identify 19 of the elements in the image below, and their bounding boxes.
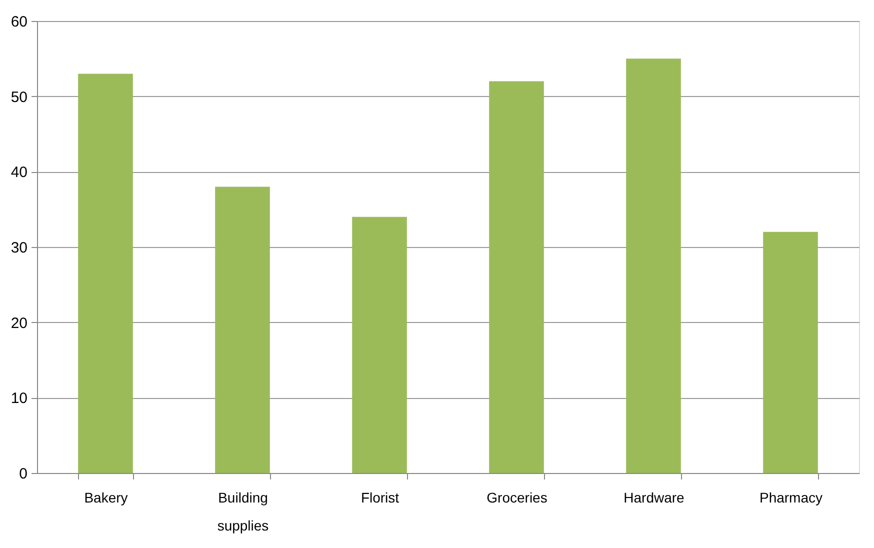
bar <box>489 81 544 473</box>
x-tick-label: Pharmacy <box>759 490 823 506</box>
x-tick-label: Groceries <box>486 490 548 506</box>
y-tick-label: 30 <box>10 240 28 256</box>
y-tick-label: 50 <box>10 88 28 106</box>
x-tick-label: Bakery <box>84 490 128 506</box>
y-tick-label: 20 <box>10 314 28 332</box>
x-tick-label: Hardware <box>624 490 685 506</box>
bar <box>215 186 270 473</box>
bar <box>78 74 133 473</box>
y-tick-label: 60 <box>10 14 28 30</box>
x-tick-label: Florist <box>360 490 400 506</box>
bar <box>763 232 818 473</box>
x-tick-label: Building supplies <box>217 490 269 534</box>
y-tick-label: 0 <box>19 466 28 482</box>
bar <box>626 58 681 473</box>
y-tick-label: 10 <box>10 390 28 408</box>
bar <box>352 216 407 473</box>
y-tick-label: 40 <box>10 164 28 182</box>
